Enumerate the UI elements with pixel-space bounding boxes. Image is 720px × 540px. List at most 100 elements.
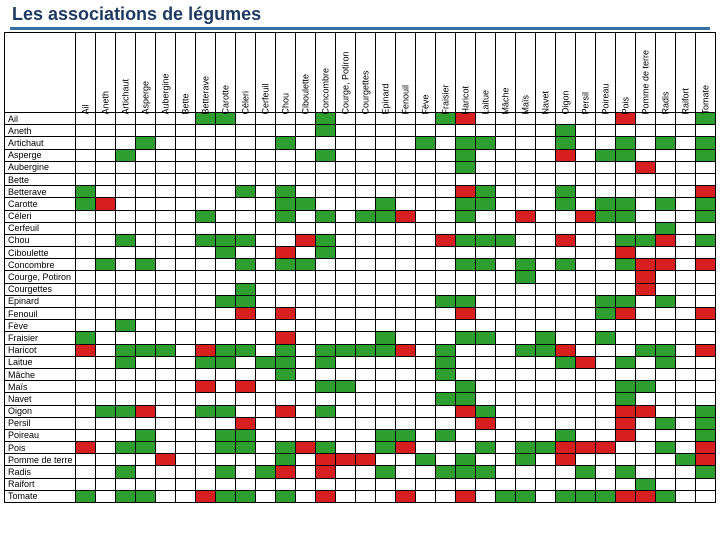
row-header: Fève xyxy=(5,320,76,332)
row-header: Mâche xyxy=(5,368,76,380)
matrix-cell xyxy=(336,125,356,137)
matrix-cell xyxy=(516,125,536,137)
matrix-cell xyxy=(436,161,456,173)
table-row: Chou xyxy=(5,234,716,246)
matrix-cell xyxy=(396,393,416,405)
matrix-cell xyxy=(676,417,696,429)
table-row: Persil xyxy=(5,417,716,429)
matrix-cell xyxy=(456,344,476,356)
matrix-cell xyxy=(496,295,516,307)
column-header: Aubergine xyxy=(156,33,176,113)
matrix-cell xyxy=(396,186,416,198)
matrix-cell xyxy=(636,466,656,478)
matrix-cell xyxy=(636,173,656,185)
matrix-cell xyxy=(556,490,576,502)
matrix-cell xyxy=(616,332,636,344)
matrix-cell xyxy=(596,320,616,332)
matrix-cell xyxy=(656,417,676,429)
matrix-cell xyxy=(536,247,556,259)
matrix-cell xyxy=(296,295,316,307)
matrix-cell xyxy=(436,125,456,137)
matrix-cell xyxy=(416,173,436,185)
matrix-cell xyxy=(196,149,216,161)
matrix-cell xyxy=(236,429,256,441)
matrix-cell xyxy=(96,344,116,356)
matrix-cell xyxy=(76,186,96,198)
matrix-cell xyxy=(276,295,296,307)
page-title: Les associations de légumes xyxy=(12,4,716,25)
matrix-cell xyxy=(536,356,556,368)
matrix-cell xyxy=(476,356,496,368)
matrix-cell xyxy=(276,247,296,259)
matrix-cell xyxy=(356,320,376,332)
matrix-cell xyxy=(676,137,696,149)
matrix-cell xyxy=(136,478,156,490)
matrix-cell xyxy=(76,405,96,417)
matrix-cell xyxy=(216,173,236,185)
matrix-cell xyxy=(516,198,536,210)
matrix-cell xyxy=(116,490,136,502)
matrix-cell xyxy=(316,308,336,320)
matrix-cell xyxy=(356,308,376,320)
matrix-cell xyxy=(576,271,596,283)
matrix-cell xyxy=(136,149,156,161)
matrix-cell xyxy=(296,271,316,283)
matrix-cell xyxy=(596,247,616,259)
matrix-cell xyxy=(276,417,296,429)
column-label: Betterave xyxy=(201,98,211,117)
matrix-cell xyxy=(216,259,236,271)
matrix-cell xyxy=(156,247,176,259)
matrix-cell xyxy=(496,198,516,210)
matrix-cell xyxy=(416,259,436,271)
matrix-cell xyxy=(376,478,396,490)
matrix-cell xyxy=(676,149,696,161)
matrix-cell xyxy=(616,454,636,466)
matrix-cell xyxy=(496,381,516,393)
matrix-cell xyxy=(616,295,636,307)
column-label: Artichaut xyxy=(121,98,131,117)
column-header: Ciboulette xyxy=(296,33,316,113)
matrix-cell xyxy=(96,234,116,246)
matrix-cell xyxy=(116,454,136,466)
matrix-cell xyxy=(336,490,356,502)
matrix-cell xyxy=(176,368,196,380)
matrix-cell xyxy=(336,417,356,429)
matrix-cell xyxy=(496,137,516,149)
matrix-cell xyxy=(196,344,216,356)
column-header: Ail xyxy=(76,33,96,113)
matrix-cell xyxy=(236,234,256,246)
matrix-cell xyxy=(336,198,356,210)
matrix-cell xyxy=(596,308,616,320)
matrix-cell xyxy=(316,259,336,271)
matrix-cell xyxy=(336,161,356,173)
matrix-cell xyxy=(476,222,496,234)
matrix-cell xyxy=(416,125,436,137)
row-header: Epinard xyxy=(5,295,76,307)
matrix-cell xyxy=(376,247,396,259)
matrix-cell xyxy=(236,381,256,393)
matrix-cell xyxy=(456,381,476,393)
matrix-cell xyxy=(676,368,696,380)
column-header: Navet xyxy=(536,33,556,113)
matrix-cell xyxy=(476,210,496,222)
matrix-cell xyxy=(276,429,296,441)
matrix-cell xyxy=(496,173,516,185)
matrix-cell xyxy=(236,283,256,295)
matrix-cell xyxy=(436,356,456,368)
matrix-cell xyxy=(376,442,396,454)
matrix-cell xyxy=(596,490,616,502)
row-header: Haricot xyxy=(5,344,76,356)
matrix-cell xyxy=(556,381,576,393)
matrix-cell xyxy=(256,247,276,259)
matrix-cell xyxy=(96,490,116,502)
column-label: Aneth xyxy=(101,98,111,117)
matrix-cell xyxy=(496,308,516,320)
matrix-cell xyxy=(656,210,676,222)
matrix-cell xyxy=(376,320,396,332)
matrix-cell xyxy=(136,295,156,307)
matrix-cell xyxy=(156,283,176,295)
matrix-cell xyxy=(676,295,696,307)
matrix-cell xyxy=(176,271,196,283)
matrix-cell xyxy=(676,198,696,210)
table-row: Oigon xyxy=(5,405,716,417)
